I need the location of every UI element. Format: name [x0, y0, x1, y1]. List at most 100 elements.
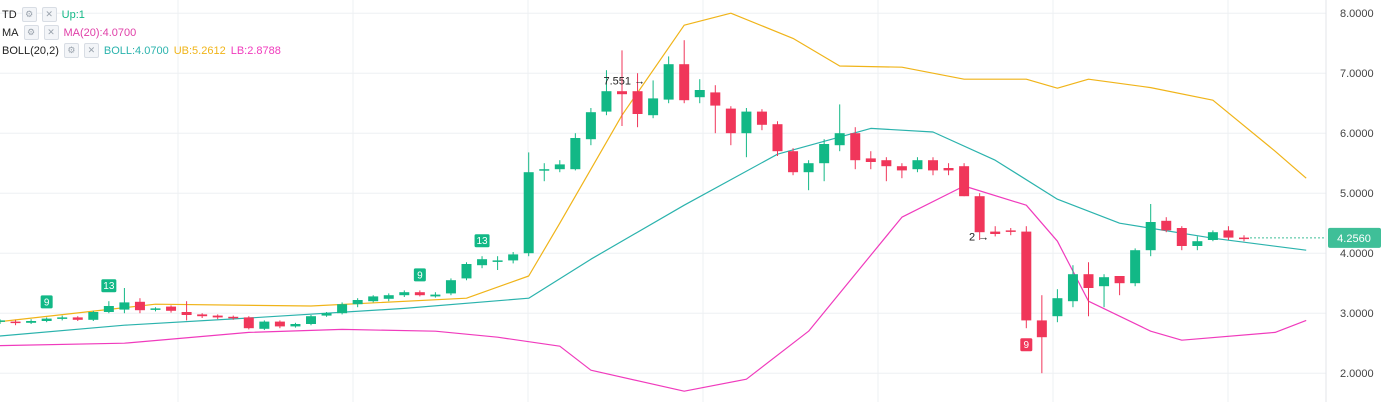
gear-icon[interactable]: ⚙: [23, 25, 39, 40]
candle-body: [352, 300, 363, 305]
candle-body: [694, 90, 705, 98]
td-signal-box: [1020, 338, 1033, 352]
candle-body: [1067, 274, 1078, 302]
candle-body: [10, 321, 21, 324]
candle: [741, 108, 752, 158]
td-legend: TD ⚙ ✕ Up:1: [2, 7, 85, 22]
close-icon[interactable]: ✕: [83, 43, 99, 58]
candle-body: [26, 321, 37, 323]
td-signal-box: [101, 279, 117, 293]
candle: [212, 314, 223, 320]
candle: [368, 295, 379, 303]
candle-body: [1083, 274, 1094, 288]
candle: [617, 50, 627, 126]
td-signal: 13: [101, 279, 117, 293]
y-tick-label: 3.0000: [1340, 308, 1374, 320]
candle: [1161, 217, 1172, 233]
boll-lb-line: [0, 185, 1307, 392]
candle-body: [445, 280, 456, 294]
candle: [834, 104, 845, 152]
candle-body: [803, 163, 814, 173]
candle: [399, 290, 410, 297]
candle: [896, 163, 907, 179]
candle-body: [725, 108, 736, 134]
candle-body: [461, 264, 472, 279]
candle-body: [912, 160, 923, 170]
candle: [570, 133, 581, 171]
candle: [865, 151, 876, 170]
candle-body: [1223, 230, 1234, 238]
candle: [772, 121, 783, 156]
candle: [103, 301, 114, 314]
candle: [88, 310, 99, 321]
candle: [352, 298, 363, 308]
candle: [150, 307, 161, 312]
bollinger-bands: [0, 12, 1307, 392]
candle-body: [103, 306, 114, 312]
candle-body: [0, 320, 5, 322]
candle: [1145, 204, 1156, 257]
candle-body: [399, 292, 410, 296]
candle-body: [834, 133, 845, 146]
candle: [290, 322, 301, 328]
candle: [1099, 274, 1110, 308]
candle-body: [1036, 320, 1047, 338]
candle-body: [928, 160, 938, 171]
candles: [0, 40, 1249, 374]
candle-body: [1239, 237, 1249, 240]
candle: [445, 278, 456, 296]
close-icon[interactable]: ✕: [41, 7, 57, 22]
gear-icon[interactable]: ⚙: [21, 7, 37, 22]
candle: [383, 293, 394, 302]
candle-body: [134, 301, 145, 311]
candle-body: [896, 166, 907, 171]
current-price-tag: [1328, 227, 1381, 248]
close-icon[interactable]: ✕: [43, 25, 59, 40]
candle: [337, 302, 348, 315]
candle: [119, 288, 130, 314]
candle-body: [554, 164, 565, 170]
boll-name: BOLL(20,2): [2, 44, 59, 57]
candle-body: [243, 317, 254, 329]
candle: [1083, 262, 1094, 317]
candle-body: [430, 294, 441, 297]
candle-body: [601, 91, 612, 112]
candle: [803, 160, 814, 191]
candle-body: [414, 292, 425, 296]
y-tick-label: 6.0000: [1340, 128, 1374, 140]
candle-body: [259, 321, 270, 329]
candle-body: [321, 313, 332, 316]
candle: [679, 40, 690, 104]
candle: [72, 316, 83, 321]
candle: [181, 301, 192, 321]
candle: [585, 108, 596, 146]
candle-body: [850, 133, 861, 161]
y-tick-label: 4.0000: [1340, 248, 1374, 260]
candle: [912, 157, 923, 173]
candle: [990, 226, 1001, 237]
td-signal-label: 9: [1024, 340, 1030, 351]
candle: [306, 315, 316, 326]
candle: [26, 319, 37, 324]
candle: [41, 317, 52, 323]
candle: [274, 320, 285, 329]
candle: [1021, 226, 1032, 329]
td-signal-label: 13: [476, 236, 488, 247]
high-marker-label: 7.551 →: [604, 75, 646, 87]
candle-body: [492, 260, 503, 262]
candle-body: [959, 166, 970, 197]
candle: [959, 163, 970, 197]
boll-legend: BOLL(20,2) ⚙ ✕ BOLL:4.0700 UB:5.2612 LB:…: [2, 43, 281, 58]
candle-body: [477, 259, 488, 266]
td-value: Up:1: [61, 8, 85, 21]
candle-body: [881, 160, 892, 167]
td-signal-box: [413, 268, 426, 282]
candle: [508, 252, 519, 264]
candle: [850, 127, 861, 170]
gridlines: [0, 0, 1326, 402]
candle: [321, 312, 332, 317]
candle: [1176, 226, 1187, 251]
gear-icon[interactable]: ⚙: [63, 43, 79, 58]
candle: [663, 56, 674, 104]
